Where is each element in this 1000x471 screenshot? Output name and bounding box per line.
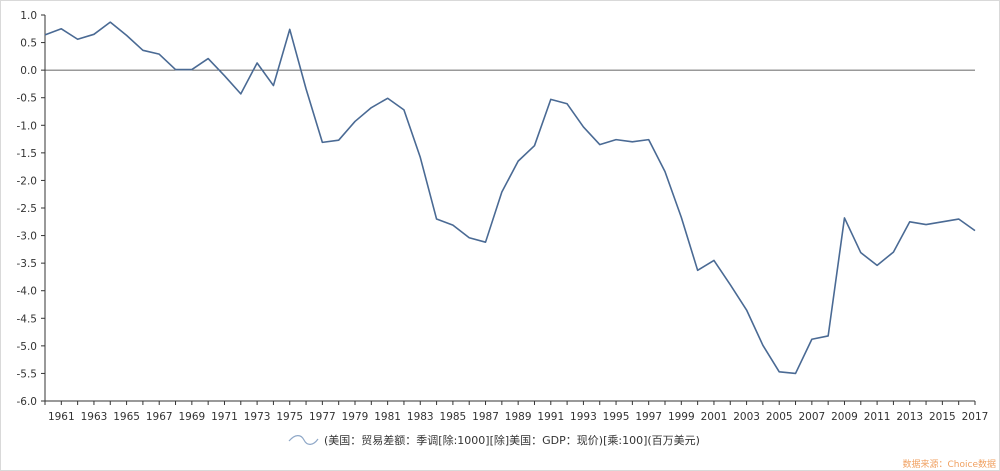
x-tick-label: 1985: [440, 411, 467, 423]
legend[interactable]: (美国：贸易差额：季调[除:1000][除]美国：GDP：现价)[乘:100](…: [288, 433, 700, 447]
y-tick-label: -0.5: [17, 93, 38, 105]
y-tick-label: -2.5: [17, 203, 38, 215]
x-tick-label: 1975: [276, 411, 303, 423]
y-tick-label: -3.5: [17, 258, 38, 270]
x-tick-label: 1961: [48, 411, 75, 423]
x-tick-label: 1989: [505, 411, 532, 423]
x-tick-label: 1963: [81, 411, 108, 423]
legend-swatch-icon: [288, 435, 319, 445]
x-tick-label: 1973: [244, 411, 271, 423]
y-tick-label: -1.0: [17, 120, 38, 132]
x-tick-label: 1971: [211, 411, 238, 423]
y-tick-label: -6.0: [17, 396, 38, 408]
x-tick-label: 1981: [374, 411, 401, 423]
y-tick-label: -4.5: [17, 313, 38, 325]
y-tick-label: 0.0: [20, 65, 37, 77]
x-tick-label: 1993: [570, 411, 597, 423]
y-tick-label: -4.0: [17, 286, 38, 298]
series-layer: [44, 21, 976, 375]
x-tick-label: 2001: [701, 411, 728, 423]
x-tick-label: 2017: [962, 411, 989, 423]
x-tick-label: 2013: [896, 411, 923, 423]
x-tick-label: 1997: [635, 411, 662, 423]
y-axis-ticks: 1.0 0.5 0.0 -0.5 -1.0 -1.5 -2.0 -2.5 -3.0 -3.5 -4.…: [17, 10, 45, 408]
x-tick-label: 2011: [864, 411, 891, 423]
x-tick-label: 1991: [537, 411, 564, 423]
x-axis-ticks: 1961 1963 1965 1967 1969 1971 1973 1975 1977 1979…: [44, 401, 989, 423]
x-tick-label: 2007: [798, 411, 825, 423]
chart-axes: [44, 15, 975, 402]
x-tick-label: 1979: [342, 411, 369, 423]
x-tick-label: 1999: [668, 411, 695, 423]
x-tick-label: 2005: [766, 411, 793, 423]
x-tick-label: 1967: [146, 411, 173, 423]
x-tick-label: 1977: [309, 411, 336, 423]
y-tick-label: -1.5: [17, 148, 38, 160]
y-tick-label: 0.5: [20, 38, 37, 50]
y-tick-label: -3.0: [17, 231, 38, 243]
x-tick-label: 2003: [733, 411, 760, 423]
x-tick-label: 2015: [929, 411, 956, 423]
x-tick-label: 1983: [407, 411, 434, 423]
x-tick-label: 1965: [113, 411, 140, 423]
y-tick-label: -5.5: [17, 368, 38, 380]
y-tick-label: -5.0: [17, 341, 38, 353]
series-line[interactable]: [44, 21, 976, 375]
x-tick-label: 1995: [603, 411, 630, 423]
x-tick-label: 1969: [178, 411, 205, 423]
x-tick-label: 2009: [831, 411, 858, 423]
source-note: 数据来源：Choice数据: [903, 458, 996, 470]
y-tick-label: -2.0: [17, 175, 38, 187]
x-tick-label: 1987: [472, 411, 499, 423]
y-tick-label: 1.0: [20, 10, 37, 22]
legend-label: (美国：贸易差额：季调[除:1000][除]美国：GDP：现价)[乘:100](…: [324, 433, 700, 447]
